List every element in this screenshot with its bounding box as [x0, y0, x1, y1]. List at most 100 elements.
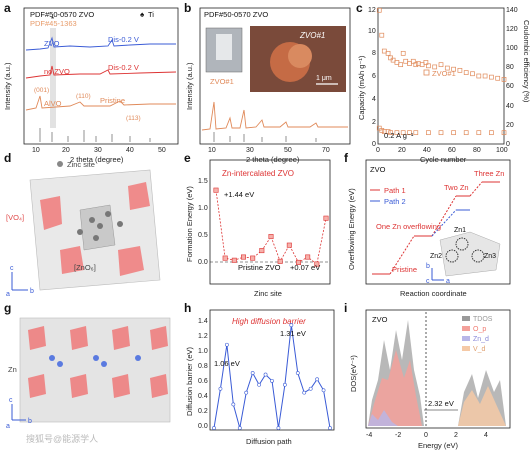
panel-h-xlabel: Diffusion path: [246, 437, 292, 446]
svg-text:4: 4: [484, 432, 488, 439]
capacity-point: [379, 32, 385, 38]
capacity-point: [385, 50, 391, 56]
value-high: +1.44 eV: [224, 190, 254, 199]
zinc-site-label: Zinc site: [67, 160, 95, 169]
svg-text:a: a: [6, 423, 10, 430]
diffusion-point: [282, 382, 287, 387]
svg-text:V_d: V_d: [473, 346, 486, 353]
svg-text:0.0: 0.0: [198, 423, 208, 430]
panel-i-legend: TDOS O_p Zn_d V_d: [462, 316, 493, 353]
svg-text:1.4: 1.4: [198, 318, 208, 325]
panel-a-star: *: [51, 15, 54, 24]
trace-no-zvo-label: no ZVO: [44, 67, 70, 76]
diffusion-point: [224, 342, 229, 347]
svg-text:10: 10: [32, 147, 40, 154]
panel-a-xlabel: 2 theta (degree): [70, 155, 124, 164]
panel-e-frame: [209, 159, 331, 285]
panel-b-sample: ZVO#1: [210, 77, 234, 86]
trace-alvo-state: Pristine: [100, 96, 125, 105]
scale-label: 1 μm: [316, 75, 332, 82]
axes-icon-g: c b a: [6, 397, 32, 430]
one-zn-label: One Zn overflowing: [376, 222, 441, 231]
svg-text:0: 0: [506, 141, 510, 148]
diffusion-barrier-line: [213, 325, 331, 429]
value-low: +0.07 eV: [290, 263, 320, 272]
panel-b-frame: [199, 7, 351, 145]
svg-text:1.2: 1.2: [198, 333, 208, 340]
energy-levels: [372, 181, 500, 275]
svg-text:c: c: [10, 265, 14, 272]
svg-text:0.8: 0.8: [198, 363, 208, 370]
formation-energy-point: [305, 254, 311, 260]
svg-text:b: b: [30, 288, 34, 295]
svg-text:0.0: 0.0: [198, 259, 208, 266]
svg-text:120: 120: [506, 26, 518, 33]
baseline-label: Pristine ZVO: [238, 263, 281, 272]
svg-text:c: c: [426, 278, 430, 285]
efficiency-point: [407, 130, 412, 136]
panel-c: c ZVO#1 0.2 A g⁻¹ Capacity (mAh g⁻¹) Cou…: [356, 1, 530, 164]
svg-text:-4: -4: [366, 432, 372, 439]
capacity-point: [415, 61, 421, 66]
panel-i-ylabel: DOS(eV⁻¹): [349, 355, 358, 392]
capacity-point: [376, 7, 382, 13]
svg-text:80: 80: [473, 147, 481, 154]
capacity-point: [476, 73, 482, 79]
zn3-label: Zn3: [484, 253, 496, 260]
trace-zvo-state: Dis-0.2 V: [108, 35, 139, 44]
panel-e: e Zn-intercalated ZVO +1.44 eV Pristine …: [184, 151, 331, 298]
svg-text:O_p: O_p: [473, 326, 486, 333]
efficiency-point: [385, 129, 391, 134]
zn1-label: Zn1: [454, 227, 466, 234]
zn2-label: Zn2: [430, 253, 442, 260]
diffusion-point: [244, 390, 249, 395]
svg-text:a: a: [6, 291, 10, 298]
capacity-point: [457, 67, 463, 73]
panel-e-xlabel: Zinc site: [254, 289, 282, 298]
svg-text:0.5: 0.5: [198, 232, 208, 239]
capacity-point: [403, 58, 409, 64]
diffusion-point: [218, 386, 223, 391]
formation-energy-point: [286, 242, 292, 248]
panel-e-title: Zn-intercalated ZVO: [222, 169, 294, 178]
capacity-point: [432, 64, 438, 70]
panel-f-frame: [365, 159, 511, 285]
svg-text:a: a: [446, 278, 450, 285]
panel-b-xlabel: 2 theta (degree): [246, 155, 300, 164]
capacity-point: [400, 50, 406, 56]
svg-text:50: 50: [158, 147, 166, 154]
panel-i: i ZVO 2.32 eV TDOS O_p Zn_d V_d DOS(eV⁻¹…: [344, 301, 511, 450]
efficiency-point: [379, 128, 385, 133]
diffusion-point: [295, 371, 300, 375]
capacity-point: [470, 71, 475, 77]
diffusion-points: [212, 323, 332, 430]
two-zn-label: Two Zn: [444, 183, 469, 192]
panel-g: g Zn c b a 搜狐号@能源学人: [4, 301, 171, 444]
zinc-site-icon: [57, 161, 63, 167]
svg-text:10: 10: [368, 28, 376, 35]
trace-zvo-label: ZVO: [44, 39, 60, 48]
svg-text:c: c: [9, 397, 13, 404]
trace-alvo-label: AlVO: [44, 99, 62, 108]
panel-f: f ZVO Path 1 Path 2 Three Zn Two Zn One …: [344, 151, 511, 298]
svg-text:0.6: 0.6: [198, 378, 208, 385]
three-zn-label: Three Zn: [474, 169, 504, 178]
panel-c-xlabel: Cycle number: [420, 155, 467, 164]
capacity-point: [501, 77, 507, 82]
trace-zvo1: [201, 101, 348, 131]
reference-sticks: [39, 128, 151, 142]
panel-g-letter: g: [4, 301, 11, 315]
efficiency-point: [388, 130, 393, 136]
svg-text:6: 6: [372, 73, 376, 80]
panel-a-frame: [23, 7, 179, 145]
formation-energy-point: [323, 215, 329, 221]
capacity-point: [410, 58, 416, 64]
diffusion-point: [270, 378, 274, 383]
panel-c-yticks-right: 0 20 40 60 80 100 120 140: [506, 7, 518, 148]
svg-text:100: 100: [506, 45, 518, 52]
axes-icon-f: b c a: [426, 263, 450, 285]
trace-zvo: [25, 36, 176, 51]
efficiency-point: [413, 130, 419, 136]
capacity-point: [398, 62, 404, 68]
svg-text:2: 2: [372, 119, 376, 126]
